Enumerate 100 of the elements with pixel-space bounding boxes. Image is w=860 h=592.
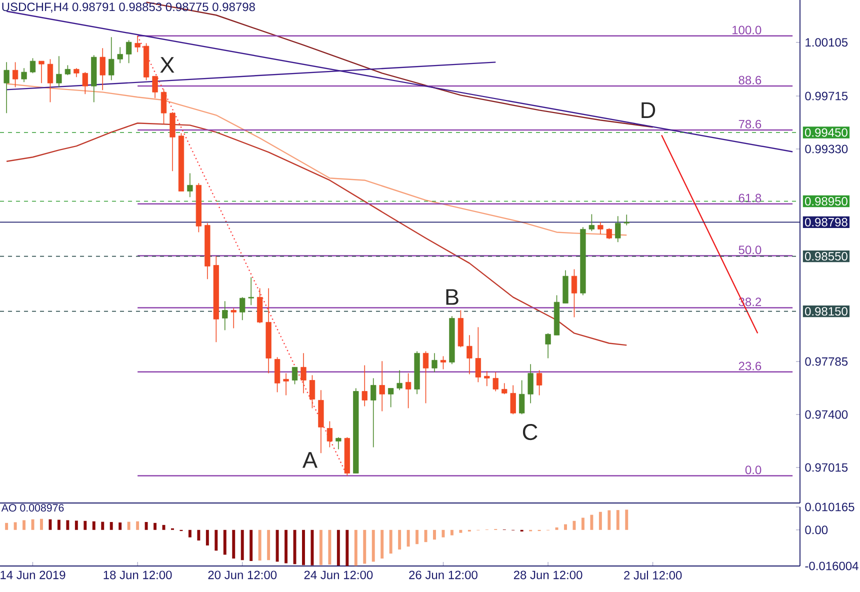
candlestick (528, 364, 534, 404)
bar (136, 521, 140, 530)
candlestick (536, 370, 542, 396)
candlestick (440, 356, 446, 370)
bar (22, 520, 26, 530)
candlestick (432, 352, 438, 373)
ref-line-label: 0.98798 (804, 218, 848, 226)
candlestick (388, 388, 394, 408)
annotation: C (522, 424, 538, 440)
bar (616, 510, 620, 530)
candlestick (362, 364, 368, 407)
candlestick (21, 68, 27, 83)
bar (406, 530, 410, 547)
bar (346, 530, 349, 566)
annotation: D (642, 102, 656, 118)
y-tick-label: 0.99330 (805, 144, 848, 154)
candlestick (274, 356, 280, 393)
bar (267, 530, 270, 560)
bar (276, 530, 279, 562)
candlestick (405, 372, 412, 409)
ref-line-label: 0.98150 (804, 307, 848, 316)
bar (625, 510, 628, 530)
y-tick-label: -0.016004 (805, 562, 858, 570)
bar (188, 530, 192, 538)
bar (572, 520, 576, 530)
annotation: X (160, 57, 174, 73)
y-tick-label: 0.010165 (805, 502, 854, 512)
line-series (6, 122, 628, 346)
x-tick-label: 20 Jun 12:00 (208, 570, 277, 580)
candlestick (230, 308, 236, 329)
candlestick (240, 296, 246, 321)
series-label: 100.0 (732, 26, 762, 34)
y-tick-label: 0.99715 (805, 92, 848, 100)
bar (258, 530, 262, 561)
x-tick-label: 24 Jun 12:00 (304, 570, 373, 580)
bar (608, 510, 611, 530)
bar (398, 530, 402, 550)
candlestick (519, 380, 525, 415)
candlestick (588, 214, 595, 232)
candlestick (292, 366, 298, 385)
bar (5, 522, 8, 530)
candlestick (571, 268, 578, 318)
bar (118, 522, 122, 530)
chart-title: AO 0.008976 (1, 504, 64, 512)
x-tick-label: 18 Jun 12:00 (104, 570, 172, 580)
ref-line-label: 0.99450 (804, 128, 848, 137)
candlestick (4, 62, 10, 114)
bar (74, 520, 78, 530)
bar (372, 530, 375, 562)
candlestick (545, 332, 551, 359)
candlestick (100, 48, 106, 91)
bar (380, 530, 384, 559)
series-label: 61.8 (738, 194, 762, 202)
candlestick (396, 370, 402, 391)
series-label: 0.0 (745, 466, 762, 474)
candlestick (134, 36, 140, 53)
annotation: A (302, 452, 318, 468)
bar (336, 530, 340, 566)
candlestick (222, 300, 228, 331)
candlestick (492, 372, 498, 392)
candlestick (606, 228, 612, 240)
candlestick (510, 384, 516, 415)
candlestick (379, 360, 385, 412)
candlestick (160, 88, 167, 124)
bar (57, 520, 60, 530)
candlestick (283, 372, 289, 396)
bar (564, 524, 567, 530)
candlestick (248, 276, 254, 306)
candlestick (12, 62, 18, 88)
candlestick (126, 40, 132, 64)
candlestick (108, 36, 114, 81)
series-label: 23.6 (738, 362, 762, 370)
candlestick (370, 378, 376, 448)
candlestick (484, 370, 490, 387)
candlestick (38, 60, 44, 84)
candlestick (309, 374, 316, 409)
bar (154, 522, 157, 530)
candlestick (300, 352, 306, 394)
candlestick (336, 436, 342, 450)
x-tick-label: 14 Jun 2019 (0, 570, 66, 580)
bar (450, 530, 454, 536)
x-tick-label: 2 Jul 12:00 (624, 570, 682, 580)
y-tick-label: 0.97015 (805, 463, 848, 472)
bar (127, 522, 130, 530)
x-tick-label: 28 Jun 12:00 (514, 570, 582, 580)
candlestick (117, 46, 123, 64)
candlestick (466, 334, 472, 375)
bar (416, 530, 419, 544)
bar (310, 530, 314, 566)
bar (14, 522, 17, 530)
bar (354, 530, 358, 566)
candlestick (64, 64, 71, 76)
candlestick (82, 72, 88, 94)
bar (250, 530, 253, 562)
candlestick (30, 58, 36, 74)
bar (590, 514, 594, 530)
bar (92, 521, 96, 530)
bar (223, 530, 226, 555)
bar (363, 530, 366, 564)
bar (433, 530, 436, 540)
